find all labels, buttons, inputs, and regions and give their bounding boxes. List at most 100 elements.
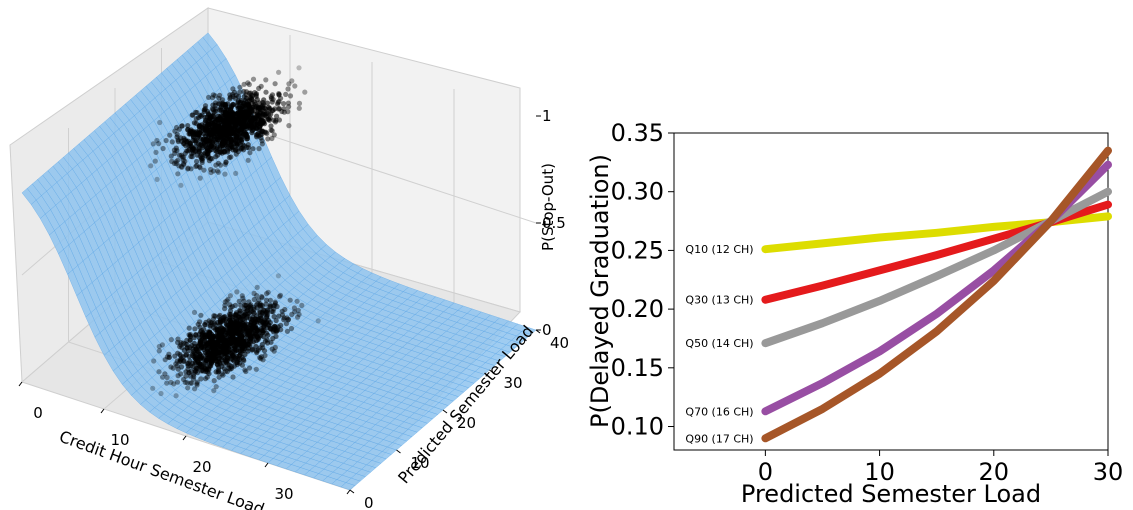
data-point — [198, 312, 204, 318]
data-point — [210, 346, 216, 352]
data-point — [151, 358, 157, 364]
data-point — [227, 317, 233, 323]
data-point — [220, 372, 226, 378]
data-point — [245, 80, 251, 86]
data-point — [173, 145, 179, 151]
data-point — [257, 355, 263, 361]
data-point — [192, 326, 198, 332]
x-tick-label: 0 — [758, 458, 773, 486]
data-point — [244, 117, 250, 123]
data-point — [268, 325, 274, 331]
data-point — [183, 373, 189, 379]
x-tick-label: 30 — [274, 485, 293, 503]
data-point — [212, 93, 218, 99]
data-point — [220, 102, 226, 108]
data-point — [197, 324, 203, 330]
data-point — [185, 138, 191, 144]
data-point — [213, 333, 219, 339]
data-point — [168, 364, 174, 370]
data-point — [230, 86, 236, 92]
data-point — [228, 328, 234, 335]
data-point — [238, 145, 244, 151]
data-point — [235, 100, 241, 106]
data-point — [214, 168, 221, 174]
data-point — [175, 373, 181, 379]
data-point — [172, 128, 178, 134]
data-point — [288, 325, 295, 332]
data-point — [218, 130, 225, 136]
x-tick-label: 30 — [1093, 458, 1124, 486]
data-point — [185, 166, 191, 172]
data-point — [217, 162, 224, 168]
data-point — [238, 302, 244, 308]
y-tick-label: 30 — [504, 374, 523, 392]
data-point — [242, 367, 248, 373]
data-point — [229, 91, 236, 98]
data-point — [182, 379, 188, 385]
data-point — [156, 348, 162, 354]
data-point — [315, 318, 321, 324]
data-point — [228, 143, 234, 149]
data-point — [275, 273, 281, 279]
data-point — [194, 381, 200, 387]
data-point — [198, 339, 204, 345]
data-point — [168, 153, 174, 159]
data-point — [159, 342, 165, 348]
data-point — [178, 353, 184, 359]
data-point — [219, 143, 225, 149]
data-point — [251, 99, 258, 105]
data-point — [189, 154, 195, 160]
data-point — [190, 351, 196, 357]
data-point — [245, 157, 251, 163]
data-point — [211, 121, 217, 128]
data-point — [238, 339, 244, 346]
data-point — [250, 76, 257, 82]
data-point — [232, 302, 238, 308]
data-point — [211, 134, 217, 140]
data-point — [251, 121, 258, 127]
data-point — [179, 123, 185, 129]
data-point — [252, 316, 258, 322]
data-point — [268, 123, 274, 129]
data-point — [272, 344, 278, 351]
data-point — [195, 343, 201, 349]
y-tick-mark — [489, 369, 494, 374]
data-point — [242, 302, 248, 308]
data-point — [202, 114, 208, 121]
data-point — [160, 145, 166, 152]
data-point — [186, 332, 192, 338]
x-tick-label: 20 — [979, 458, 1010, 486]
data-point — [253, 92, 259, 98]
data-point — [175, 171, 181, 177]
data-point — [294, 298, 300, 304]
data-point — [207, 113, 213, 119]
data-point — [166, 351, 172, 357]
y-axis-label: P(Delayed Graduation) — [586, 154, 614, 428]
data-point — [284, 315, 290, 321]
data-point — [263, 330, 270, 336]
data-point — [220, 114, 226, 120]
data-point — [245, 329, 251, 335]
data-point — [168, 337, 174, 343]
data-point — [178, 371, 184, 377]
data-point — [157, 119, 163, 126]
data-point — [209, 117, 215, 123]
z-tick-label: 1 — [542, 107, 552, 125]
data-point — [192, 386, 198, 392]
data-point — [207, 338, 213, 344]
data-point — [291, 305, 297, 311]
data-point — [260, 357, 266, 363]
data-point — [194, 348, 200, 354]
data-point — [251, 296, 257, 303]
data-point — [172, 150, 178, 156]
data-point — [204, 374, 210, 380]
data-point — [174, 379, 181, 385]
data-point — [198, 376, 204, 382]
data-point — [232, 147, 238, 153]
data-point — [241, 358, 247, 364]
data-point — [173, 159, 179, 165]
data-point — [223, 159, 229, 166]
data-point — [211, 109, 217, 116]
data-point — [283, 91, 289, 97]
data-point — [264, 291, 270, 297]
